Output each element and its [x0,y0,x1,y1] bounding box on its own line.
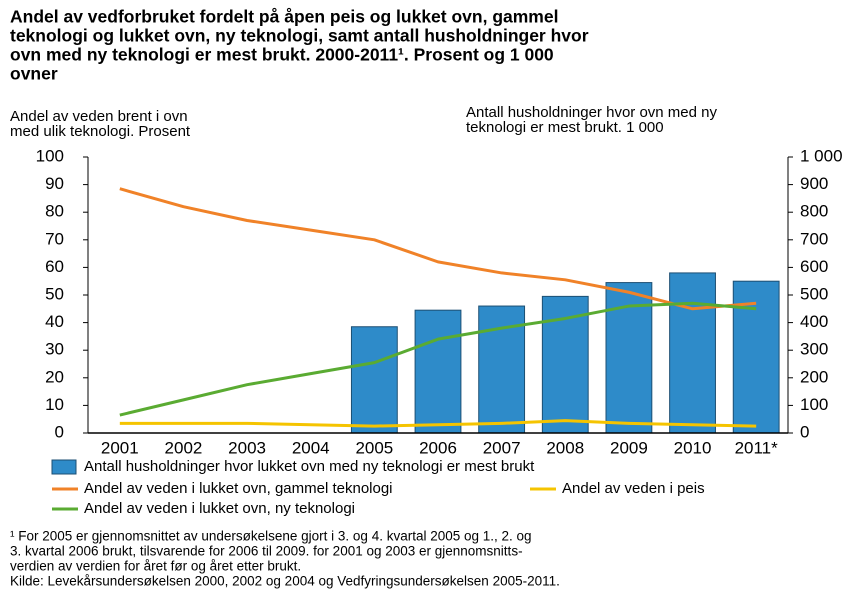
y-tick-label: 60 [45,257,64,276]
y2-tick-label: 900 [800,174,828,193]
y2-tick-label: 700 [800,229,828,248]
line-series [119,187,757,311]
bar [414,309,462,434]
footnote: 3. kvartal 2006 brukt, tilsvarende for 2… [10,544,523,559]
y2-tick-label: 400 [800,312,828,331]
y-tick-label: 40 [45,312,64,331]
x-tick-label: 2010 [674,438,712,457]
y-tick-label: 50 [45,284,64,303]
y-tick-label: 0 [55,422,64,441]
y-tick-label: 70 [45,229,64,248]
bar [732,280,780,434]
y-tick-label: 20 [45,367,64,386]
y2-tick-label: 200 [800,367,828,386]
chart-title: ovner [10,64,58,84]
y-tick-label: 30 [45,340,64,359]
y2-tick-label: 100 [800,395,828,414]
y-axis-label: Andel av veden brent i ovn [10,108,188,125]
chart-title: ovn med ny teknologi er mest brukt. 2000… [10,45,554,65]
y2-axis-label: teknologi er mest brukt. 1 000 [466,119,664,136]
legend-label: Andel av veden i lukket ovn, gammel tekn… [84,480,393,497]
y2-tick-label: 1 000 [800,146,843,165]
footnote: ¹ For 2005 er gjennomsnittet av undersøk… [10,529,532,544]
y2-tick-label: 600 [800,257,828,276]
source: Kilde: Levekårsundersøkelsen 2000, 2002 … [10,574,560,589]
legend-label: Andel av veden i peis [562,480,705,497]
y-axis-label: med ulik teknologi. Prosent [10,123,191,140]
footnote: verdien av verdien for året før og året … [10,559,301,574]
legend-label: Antall husholdninger hvor lukket ovn med… [84,458,535,475]
x-tick-label: 2006 [419,438,457,457]
y-tick-label: 10 [45,395,64,414]
y-tick-label: 80 [45,202,64,221]
x-tick-label: 2007 [483,438,521,457]
bar [541,295,589,434]
x-tick-label: 2005 [355,438,393,457]
line-series [119,301,757,417]
y2-tick-label: 300 [800,340,828,359]
bar [669,272,716,434]
x-tick-label: 2011* [735,438,779,457]
y-tick-label: 90 [45,174,64,193]
x-tick-label: 2003 [228,438,266,457]
x-tick-label: 2001 [101,438,139,457]
y2-tick-label: 800 [800,202,828,221]
x-tick-label: 2008 [546,438,584,457]
y2-tick-label: 500 [800,284,828,303]
y2-tick-label: 0 [800,422,809,441]
y2-axis-label: Antall husholdninger hvor ovn med ny [466,104,717,121]
legend-swatch [51,459,77,475]
x-tick-label: 2009 [610,438,648,457]
bar [350,326,398,434]
legend-label: Andel av veden i lukket ovn, ny teknolog… [84,500,355,517]
y-tick-label: 100 [36,146,64,165]
x-tick-label: 2004 [292,438,330,457]
chart-title: teknologi og lukket ovn, ny teknologi, s… [10,26,589,46]
x-tick-label: 2002 [165,438,203,457]
line-series [119,419,757,428]
chart-title: Andel av vedforbruket fordelt på åpen pe… [10,7,558,27]
